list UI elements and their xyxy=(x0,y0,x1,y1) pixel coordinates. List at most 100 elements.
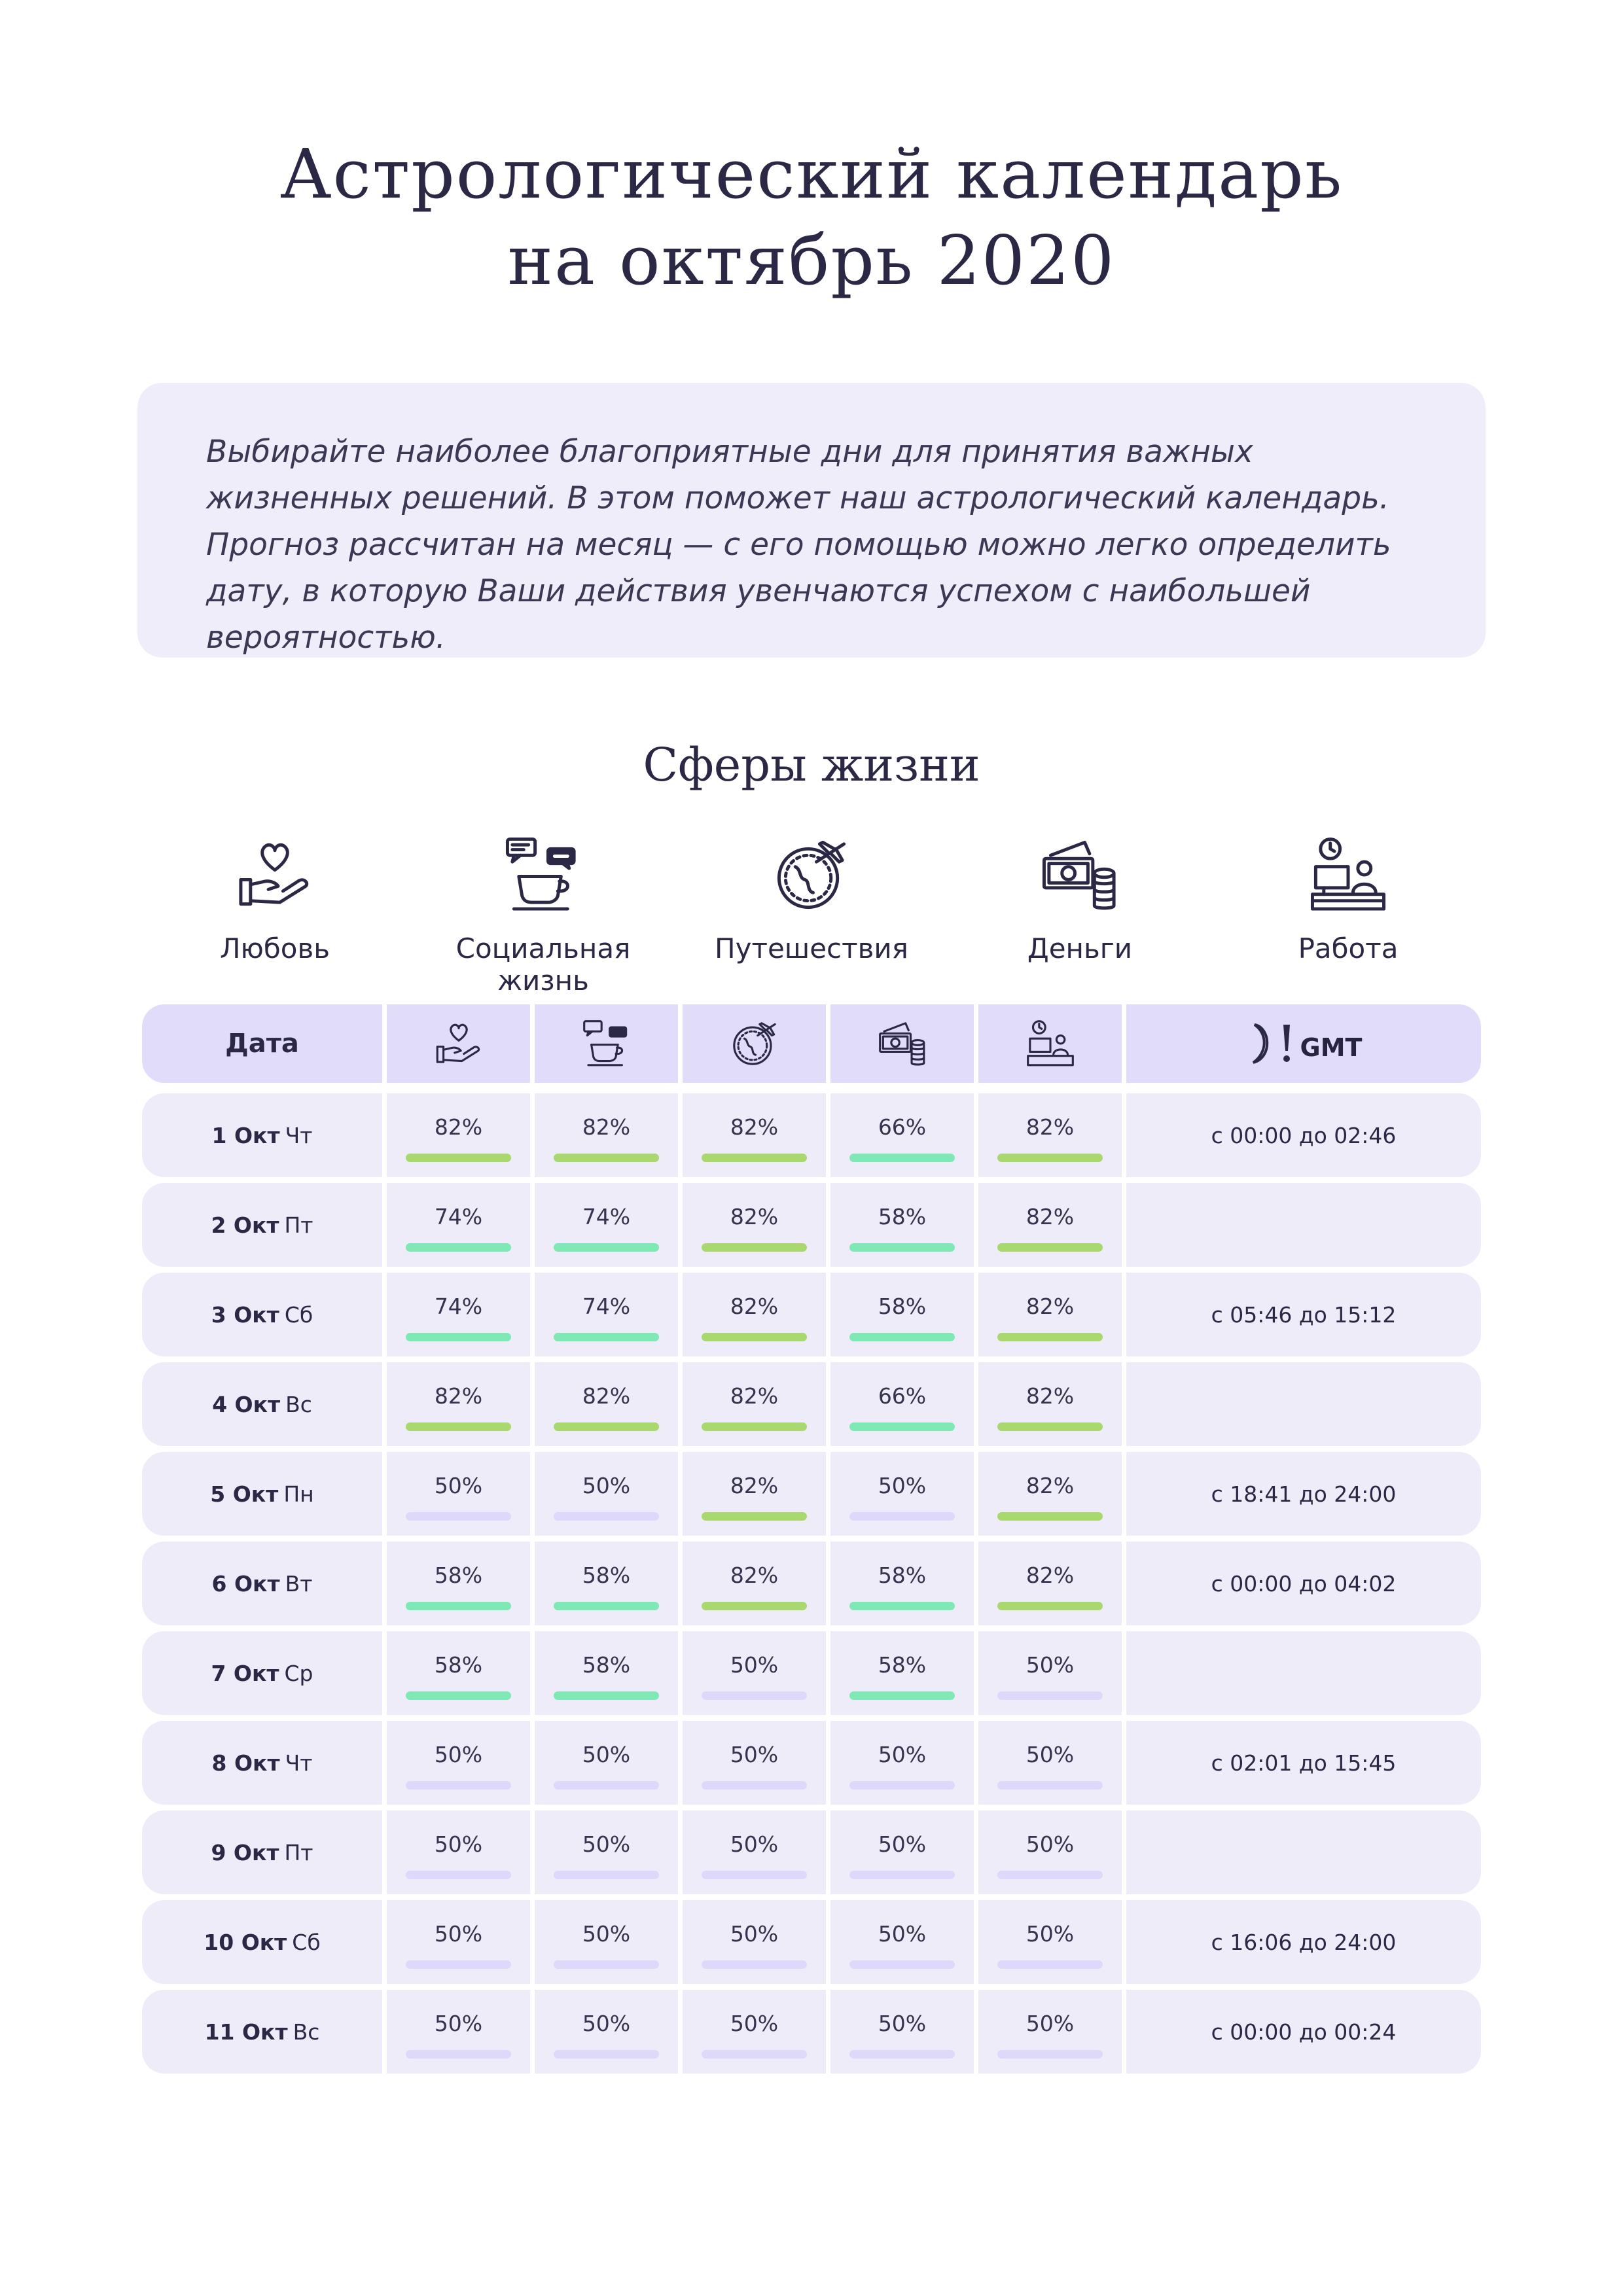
score-bar xyxy=(849,1602,955,1610)
score-value: 50% xyxy=(730,1652,779,1678)
score-cell: 50% xyxy=(830,1721,974,1805)
score-cell: 50% xyxy=(683,1631,826,1715)
score-bar xyxy=(554,2050,659,2058)
score-bar xyxy=(997,1960,1103,1969)
score-bar xyxy=(702,1691,807,1700)
score-value: 50% xyxy=(730,1921,779,1947)
score-value: 50% xyxy=(434,2011,483,2036)
date-weekday: Вс xyxy=(293,2019,320,2045)
score-bar xyxy=(702,1781,807,1790)
score-cell: 50% xyxy=(978,1990,1122,2074)
date-weekday: Чт xyxy=(285,1750,313,1776)
score-bar xyxy=(849,1871,955,1879)
score-cell: 58% xyxy=(387,1542,530,1625)
work-desk-icon xyxy=(1310,837,1386,911)
score-bar xyxy=(406,1960,511,1969)
coffee-chat-icon xyxy=(505,837,576,911)
score-cell: 58% xyxy=(387,1631,530,1715)
score-value: 58% xyxy=(878,1563,927,1588)
date-day: 8 Окт xyxy=(211,1750,280,1776)
score-cell: 58% xyxy=(535,1631,678,1715)
score-cell: 66% xyxy=(830,1093,974,1177)
header-money xyxy=(830,1004,974,1083)
score-value: 50% xyxy=(878,1473,927,1498)
score-value: 58% xyxy=(878,1204,927,1229)
score-cell: 82% xyxy=(978,1093,1122,1177)
score-value: 50% xyxy=(730,1831,779,1857)
score-bar xyxy=(997,1602,1103,1610)
sphere-travel: Путешествия xyxy=(681,834,942,964)
score-bar xyxy=(849,1781,955,1790)
score-bar xyxy=(406,2050,511,2058)
score-cell: 58% xyxy=(830,1542,974,1625)
date-cell: 5 Окт Пн xyxy=(142,1452,382,1536)
score-value: 50% xyxy=(1026,1652,1075,1678)
globe-plane-icon xyxy=(732,1022,776,1065)
score-value: 50% xyxy=(878,1742,927,1767)
score-bar xyxy=(997,2050,1103,2058)
score-bar xyxy=(997,1781,1103,1790)
score-value: 58% xyxy=(582,1563,631,1588)
sphere-label: Путешествия xyxy=(715,932,908,964)
score-value: 82% xyxy=(1026,1294,1075,1319)
date-day: 5 Окт xyxy=(210,1481,279,1507)
score-cell: 74% xyxy=(387,1273,530,1356)
score-bar xyxy=(997,1512,1103,1521)
score-value: 50% xyxy=(878,1921,927,1947)
score-value: 82% xyxy=(730,1563,779,1588)
header-work xyxy=(978,1004,1122,1083)
exclamation-icon xyxy=(1283,1025,1290,1062)
score-value: 50% xyxy=(878,1831,927,1857)
money-icon xyxy=(878,1022,925,1066)
date-cell: 8 Окт Чт xyxy=(142,1721,382,1805)
score-value: 82% xyxy=(730,1383,779,1409)
score-cell: 82% xyxy=(683,1452,826,1536)
date-cell: 6 Окт Вт xyxy=(142,1542,382,1625)
score-cell: 66% xyxy=(830,1362,974,1446)
score-value: 82% xyxy=(1026,1383,1075,1409)
sphere-social: Социальная жизнь xyxy=(412,834,674,997)
score-bar xyxy=(702,1960,807,1969)
score-bar xyxy=(554,1243,659,1252)
score-value: 82% xyxy=(730,1294,779,1319)
table-row: 3 Окт Сб 74% 74% 82% 58% 82% с 05:46 до 15:12 xyxy=(142,1273,1481,1356)
header-love xyxy=(387,1004,530,1083)
moon-interval: с 05:46 до 15:12 xyxy=(1211,1301,1397,1328)
table-row: 10 Окт Сб 50% 50% 50% 50% 50% с 16:06 до 24:00 xyxy=(142,1900,1481,1984)
heart-hand-icon xyxy=(436,1023,480,1063)
moon-interval: с 18:41 до 24:00 xyxy=(1211,1481,1397,1507)
score-value: 74% xyxy=(434,1294,483,1319)
score-cell: 74% xyxy=(387,1183,530,1267)
date-weekday: Вс xyxy=(285,1391,312,1417)
date-weekday: Пн xyxy=(283,1481,314,1507)
date-weekday: Сб xyxy=(292,1929,321,1955)
score-cell: 50% xyxy=(830,1990,974,2074)
moon-interval-cell xyxy=(1126,1810,1481,1894)
moon-interval: с 00:00 до 00:24 xyxy=(1211,2019,1397,2045)
score-value: 82% xyxy=(582,1383,631,1409)
score-bar xyxy=(849,1333,955,1341)
score-value: 82% xyxy=(730,1473,779,1498)
score-value: 82% xyxy=(434,1383,483,1409)
date-cell: 9 Окт Пт xyxy=(142,1810,382,1894)
score-cell: 50% xyxy=(683,1990,826,2074)
moon-interval-cell: с 16:06 до 24:00 xyxy=(1126,1900,1481,1984)
score-value: 82% xyxy=(1026,1563,1075,1588)
score-value: 50% xyxy=(582,1742,631,1767)
table-row: 11 Окт Вс 50% 50% 50% 50% 50% с 00:00 до 00:24 xyxy=(142,1990,1481,2074)
score-cell: 82% xyxy=(535,1093,678,1177)
moon-interval-cell xyxy=(1126,1362,1481,1446)
score-value: 82% xyxy=(582,1114,631,1140)
sphere-label: Любовь xyxy=(219,932,330,964)
score-cell: 50% xyxy=(830,1452,974,1536)
date-header: Дата xyxy=(142,1004,382,1083)
date-cell: 1 Окт Чт xyxy=(142,1093,382,1177)
score-value: 82% xyxy=(1026,1204,1075,1229)
date-cell: 11 Окт Вс xyxy=(142,1990,382,2074)
score-bar xyxy=(702,1333,807,1341)
moon-gmt-header: GMT xyxy=(1126,1004,1481,1083)
score-cell: 50% xyxy=(683,1721,826,1805)
score-cell: 50% xyxy=(978,1900,1122,1984)
score-cell: 82% xyxy=(978,1183,1122,1267)
score-bar xyxy=(406,1243,511,1252)
